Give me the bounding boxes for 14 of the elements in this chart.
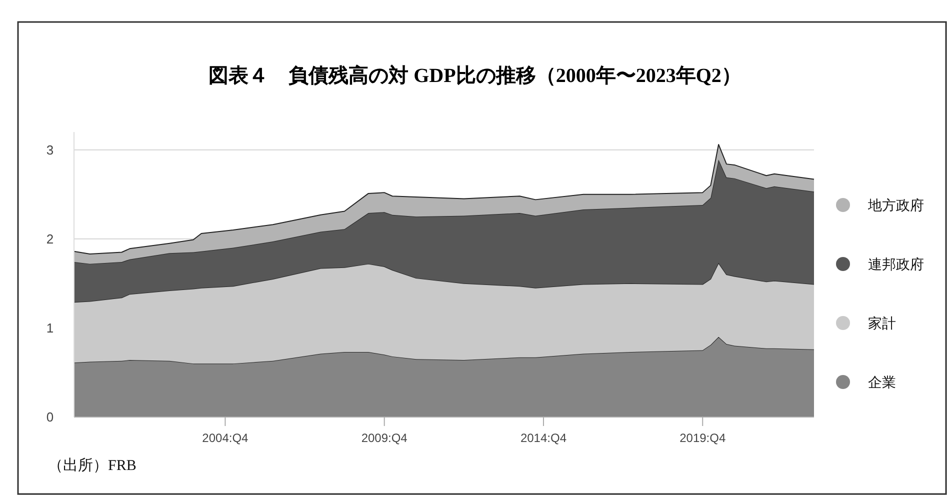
chart-title: 図表４ 負債残高の対 GDP比の推移（2000年〜2023年Q2） bbox=[208, 64, 742, 87]
legend-label: 家計 bbox=[868, 314, 896, 331]
x-tick-label: 2014:Q4 bbox=[520, 431, 567, 446]
y-tick-label: 2 bbox=[46, 231, 54, 246]
legend-label: 地方政府 bbox=[867, 196, 924, 213]
x-tick-label: 2004:Q4 bbox=[202, 431, 249, 446]
x-tick-label: 2009:Q4 bbox=[361, 431, 408, 446]
y-tick-label: 1 bbox=[46, 320, 54, 336]
x-tick-label: 2019:Q4 bbox=[680, 431, 726, 446]
legend-label: 連邦政府 bbox=[868, 256, 924, 272]
legend-label: 企業 bbox=[868, 374, 896, 390]
text: （出所）FRB bbox=[48, 457, 136, 474]
y-tick-label: 3 bbox=[46, 142, 54, 158]
y-tick-label: 0 bbox=[46, 410, 54, 425]
